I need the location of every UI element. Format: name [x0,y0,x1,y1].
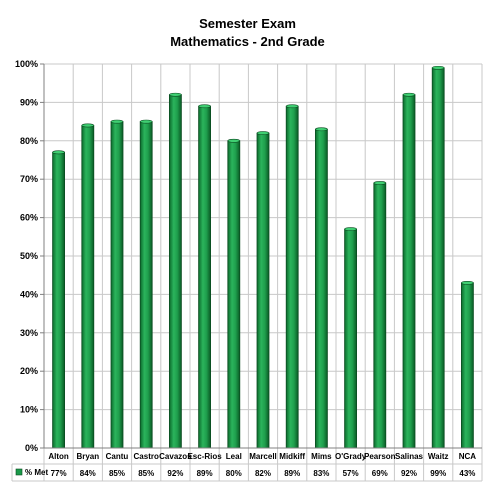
data-value-label: 43% [459,469,475,478]
bar [373,182,387,449]
bar-cap [81,123,95,128]
bar-cap [139,119,153,124]
bar-cap [285,104,299,109]
category-label: Esc-Rios [187,452,222,461]
bar [402,94,416,449]
category-label: NCA [459,452,477,461]
y-tick-label: 10% [20,405,38,415]
category-label: Leal [226,452,242,461]
chart-subtitle: Mathematics - 2nd Grade [170,34,325,49]
bar [460,282,474,449]
bar-cap [402,92,416,97]
bar [285,105,299,449]
legend-series-name: % Met [25,468,48,477]
y-tick-label: 90% [20,97,38,107]
data-value-label: 92% [167,469,183,478]
bar-cap [315,127,328,132]
chart-title: Semester Exam [199,16,296,31]
bar-cap [110,119,124,124]
bar-cap [344,227,357,232]
category-label: O'Grady [335,452,367,461]
y-tick-label: 20% [20,366,38,376]
category-label: Waitz [428,452,449,461]
data-value-label: 69% [372,469,388,478]
y-tick-label: 70% [20,174,38,184]
bar [198,105,212,449]
bar [52,151,65,449]
category-label: Alton [48,452,69,461]
bar [227,140,241,449]
bar [110,121,124,449]
category-label: Bryan [76,452,99,461]
bar-cap [169,92,182,97]
legend-swatch [15,468,23,476]
bar-cap [431,65,445,70]
bar [314,128,328,449]
category-label: Pearson [364,452,396,461]
category-label: Castro [134,452,159,461]
bar [139,121,153,449]
data-value-label: 85% [109,469,125,478]
category-label: Midkiff [279,452,305,461]
bar [344,228,358,449]
category-label: Marcell [249,452,277,461]
category-label: Salinas [395,452,424,461]
data-value-label: 83% [313,469,329,478]
data-value-label: 89% [197,469,213,478]
data-value-label: 92% [401,469,417,478]
y-tick-label: 80% [20,136,38,146]
data-value-label: 77% [51,469,67,478]
y-tick-label: 60% [20,213,38,223]
y-tick-label: 0% [25,443,38,453]
data-value-label: 82% [255,469,271,478]
data-value-label: 80% [226,469,242,478]
bar-cap [227,138,241,143]
data-value-label: 85% [138,469,154,478]
bar [256,132,270,449]
data-value-label: 99% [430,469,446,478]
bar-cap [52,150,65,155]
y-tick-label: 50% [20,251,38,261]
y-tick-label: 40% [20,289,38,299]
data-value-label: 89% [284,469,300,478]
bar-cap [256,131,270,136]
category-label: Mims [311,452,332,461]
bar [168,94,182,449]
bar [431,67,445,449]
data-value-label: 57% [343,469,359,478]
bar-cap [373,181,387,185]
bar [81,125,95,449]
data-value-label: 84% [80,469,96,478]
category-label: Cavazos [159,452,192,461]
y-tick-label: 30% [20,328,38,338]
bar-cap [461,280,474,285]
y-tick-label: 100% [15,59,38,69]
bar-cap [198,104,211,109]
category-label: Cantu [106,452,129,461]
